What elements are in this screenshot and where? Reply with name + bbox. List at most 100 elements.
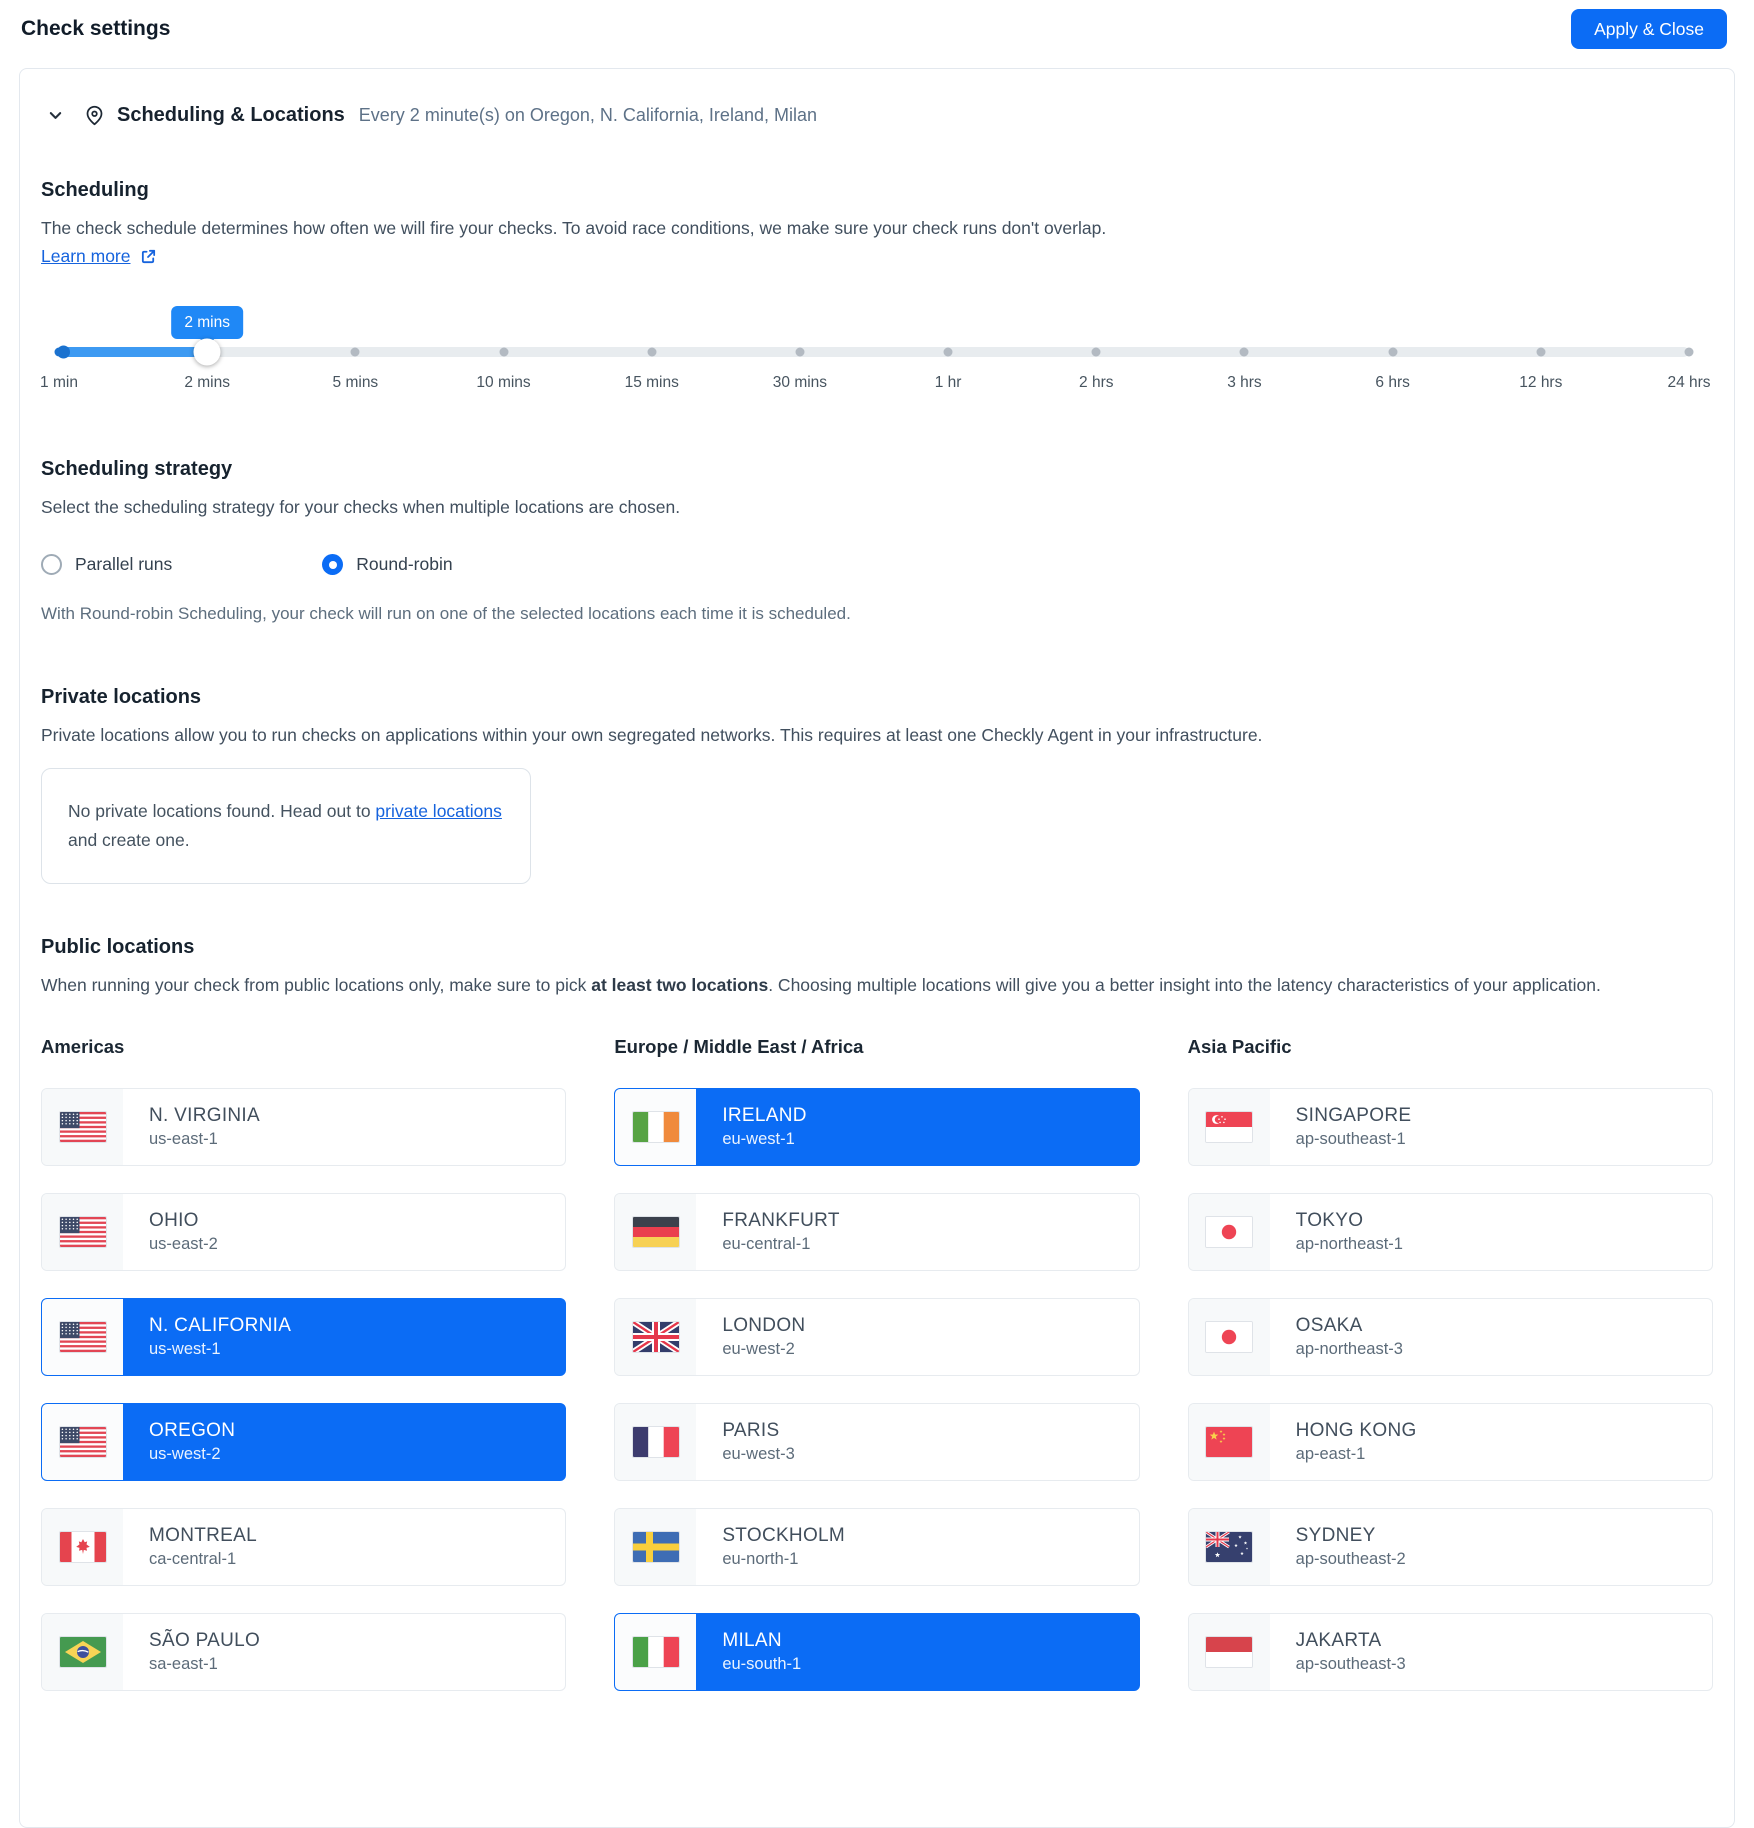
slider-tick[interactable] bbox=[1536, 347, 1546, 357]
location-group-heading: Americas bbox=[41, 1036, 125, 1057]
location-group-cards: SINGAPORE ap-southeast-1 TOKYO ap-northe… bbox=[1187, 1088, 1713, 1691]
slider-tick-label: 2 mins bbox=[184, 374, 230, 391]
location-card-us-east-2[interactable]: OHIO us-east-2 bbox=[41, 1193, 567, 1271]
slider-tick-label: 1 hr bbox=[934, 374, 962, 391]
location-region: eu-south-1 bbox=[722, 1655, 802, 1673]
flag-cn-icon bbox=[1205, 1426, 1254, 1458]
slider-tick[interactable] bbox=[54, 347, 64, 357]
flag-us-icon bbox=[58, 1426, 107, 1458]
location-name: TOKYO bbox=[1295, 1210, 1364, 1231]
apply-close-button[interactable]: Apply & Close bbox=[1571, 9, 1727, 49]
slider-tick[interactable] bbox=[1091, 347, 1101, 357]
learn-more-link[interactable]: Learn more bbox=[41, 246, 157, 267]
slider-tick[interactable] bbox=[1684, 347, 1694, 357]
location-region: ap-southeast-1 bbox=[1295, 1130, 1406, 1148]
slider-thumb[interactable] bbox=[193, 338, 221, 366]
flag-jp-icon bbox=[1205, 1321, 1254, 1353]
chevron-down-icon[interactable] bbox=[48, 108, 63, 123]
location-region: us-west-1 bbox=[149, 1340, 221, 1358]
location-region: us-west-2 bbox=[149, 1445, 221, 1463]
location-group-column: Americas N. VIRGINIA us-east-1 OHIO us-e… bbox=[41, 1036, 567, 1718]
location-card-ap-east-1[interactable]: HONG KONG ap-east-1 bbox=[1187, 1403, 1713, 1481]
slider-tick[interactable] bbox=[350, 347, 360, 357]
location-card-eu-west-3[interactable]: PARIS eu-west-3 bbox=[614, 1403, 1140, 1481]
location-card-us-west-1[interactable]: N. CALIFORNIA us-west-1 bbox=[41, 1298, 567, 1376]
slider-tick-label: 5 mins bbox=[332, 374, 379, 391]
location-region: ap-east-1 bbox=[1295, 1445, 1366, 1463]
private-locations-empty-box: No private locations found. Head out to … bbox=[41, 768, 531, 884]
location-card-sa-east-1[interactable]: SÃO PAULO sa-east-1 bbox=[41, 1613, 567, 1691]
strategy-note: With Round-robin Scheduling, your check … bbox=[41, 604, 851, 623]
location-card-ap-northeast-3[interactable]: OSAKA ap-northeast-3 bbox=[1187, 1298, 1713, 1376]
location-card-us-west-2[interactable]: OREGON us-west-2 bbox=[41, 1403, 567, 1481]
page-title: Check settings bbox=[21, 17, 171, 40]
location-name: SÃO PAULO bbox=[149, 1630, 261, 1651]
slider-tick[interactable] bbox=[1239, 347, 1249, 357]
slider-tooltip-label: 2 mins bbox=[184, 314, 230, 331]
location-name: OREGON bbox=[149, 1420, 236, 1441]
location-region: eu-west-1 bbox=[722, 1130, 795, 1148]
location-card-us-east-1[interactable]: N. VIRGINIA us-east-1 bbox=[41, 1088, 567, 1166]
location-region: ap-southeast-3 bbox=[1295, 1655, 1406, 1673]
location-region: us-east-1 bbox=[149, 1130, 218, 1148]
location-card-eu-north-1[interactable]: STOCKHOLM eu-north-1 bbox=[614, 1508, 1140, 1586]
slider-fill bbox=[59, 347, 208, 357]
slider-tick-label: 15 mins bbox=[624, 374, 679, 391]
location-name: OHIO bbox=[149, 1210, 199, 1231]
slider-tick-label: 24 hrs bbox=[1667, 374, 1711, 391]
location-region: ca-central-1 bbox=[149, 1550, 237, 1568]
flag-au-icon bbox=[1205, 1531, 1254, 1563]
public-locations-grid: Americas N. VIRGINIA us-east-1 OHIO us-e… bbox=[41, 1036, 1713, 1718]
slider-tick-label: 6 hrs bbox=[1375, 374, 1410, 391]
location-card-ap-northeast-1[interactable]: TOKYO ap-northeast-1 bbox=[1187, 1193, 1713, 1271]
location-card-ap-southeast-1[interactable]: SINGAPORE ap-southeast-1 bbox=[1187, 1088, 1713, 1166]
radio-label: Parallel runs bbox=[75, 554, 173, 574]
flag-br-icon bbox=[58, 1636, 107, 1668]
scheduling-locations-panel: Scheduling & Locations Every 2 minute(s)… bbox=[19, 68, 1735, 1828]
slider-tick-label: 10 mins bbox=[476, 374, 531, 391]
scheduling-heading: Scheduling bbox=[41, 179, 149, 201]
location-region: us-east-2 bbox=[149, 1235, 218, 1253]
slider-tick[interactable] bbox=[1388, 347, 1398, 357]
private-locations-link[interactable]: private locations bbox=[375, 801, 502, 821]
slider-tick[interactable] bbox=[499, 347, 509, 357]
external-link-icon bbox=[141, 249, 155, 264]
location-region: eu-central-1 bbox=[722, 1235, 811, 1253]
flag-sg-icon bbox=[1205, 1111, 1254, 1143]
slider-track[interactable] bbox=[54, 338, 1694, 366]
flag-de-icon bbox=[631, 1216, 680, 1248]
location-card-eu-west-2[interactable]: LONDON eu-west-2 bbox=[614, 1298, 1140, 1376]
learn-more-label: Learn more bbox=[41, 246, 131, 266]
location-card-eu-south-1[interactable]: MILAN eu-south-1 bbox=[614, 1613, 1140, 1691]
slider-tick[interactable] bbox=[795, 347, 805, 357]
location-card-ap-southeast-2[interactable]: SYDNEY ap-southeast-2 bbox=[1187, 1508, 1713, 1586]
radio-option-round-robin[interactable]: Round-robin bbox=[322, 554, 453, 575]
location-card-eu-central-1[interactable]: FRANKFURT eu-central-1 bbox=[614, 1193, 1140, 1271]
location-name: HONG KONG bbox=[1295, 1420, 1417, 1441]
radio-option-parallel-runs[interactable]: Parallel runs bbox=[41, 554, 172, 575]
private-empty-text-before: No private locations found. Head out to bbox=[68, 801, 376, 821]
location-region: ap-southeast-2 bbox=[1295, 1550, 1406, 1568]
location-region: ap-northeast-3 bbox=[1295, 1340, 1403, 1358]
location-card-eu-west-1[interactable]: IRELAND eu-west-1 bbox=[614, 1088, 1140, 1166]
private-empty-text-after: and create one. bbox=[68, 830, 190, 850]
private-locations-heading: Private locations bbox=[41, 686, 202, 708]
public-description-after: . Choosing multiple locations will give … bbox=[768, 975, 1601, 995]
location-card-ap-southeast-3[interactable]: JAKARTA ap-southeast-3 bbox=[1187, 1613, 1713, 1691]
flag-ie-icon bbox=[631, 1111, 680, 1143]
location-region: eu-west-2 bbox=[722, 1340, 795, 1358]
slider-tick-label: 30 mins bbox=[772, 374, 828, 391]
location-group-column: Asia Pacific SINGAPORE ap-southeast-1 TO… bbox=[1187, 1036, 1713, 1718]
radio-icon[interactable] bbox=[41, 554, 62, 575]
location-name: IRELAND bbox=[722, 1105, 807, 1126]
slider-tick[interactable] bbox=[943, 347, 953, 357]
interval-slider: 2 mins 1 min 2 mins 5 mins 10 mins 15 mins 30… bbox=[40, 297, 1711, 394]
location-group-heading: Asia Pacific bbox=[1187, 1036, 1292, 1057]
location-card-ca-central-1[interactable]: MONTREAL ca-central-1 bbox=[41, 1508, 567, 1586]
location-name: FRANKFURT bbox=[722, 1210, 840, 1231]
location-region: eu-north-1 bbox=[722, 1550, 799, 1568]
radio-icon[interactable] bbox=[322, 554, 344, 575]
public-locations-heading: Public locations bbox=[41, 936, 195, 958]
slider-tick-label: 3 hrs bbox=[1227, 374, 1262, 391]
slider-tick[interactable] bbox=[647, 347, 657, 357]
